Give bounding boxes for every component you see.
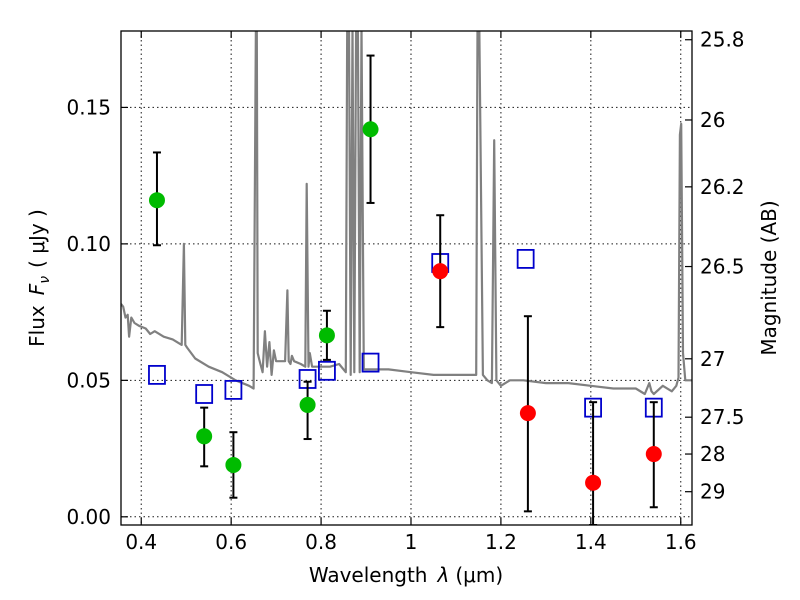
x-axis-label-units: (μm) <box>455 563 503 587</box>
y-tick-label: 0.05 <box>66 368 111 392</box>
right-tick-label: 27 <box>700 347 725 371</box>
model-photometry-point <box>195 384 214 404</box>
x-tick-label: 1.6 <box>665 530 697 554</box>
optical-detection-point <box>148 192 165 209</box>
model-photometry-point <box>516 248 535 269</box>
plot-frame <box>120 30 693 526</box>
y-axis-title: Flux Fν ( μJy ) <box>25 209 53 347</box>
optical-detection-point <box>196 428 213 445</box>
nearir-detection-point <box>519 405 536 422</box>
model-sed-line <box>121 31 692 396</box>
right-axis-title: Magnitude (AB) <box>757 200 781 355</box>
y-axis-label-symbol: F <box>25 283 49 295</box>
x-axis-title: Wavelength λ (μm) <box>309 563 503 587</box>
plot-area <box>121 31 692 525</box>
right-tick-label: 29 <box>700 480 725 504</box>
optical-detection-point <box>225 456 242 473</box>
x-tick-label: 0.4 <box>125 530 157 554</box>
grid-lines <box>121 31 692 525</box>
model-photometry-point <box>224 380 243 400</box>
x-tick-label: 1 <box>405 530 418 554</box>
right-tick-label: 26.2 <box>700 175 745 199</box>
right-tick-label: 26.5 <box>700 255 745 279</box>
x-axis-label-prefix: Wavelength <box>309 563 428 587</box>
x-tick-label: 1.2 <box>485 530 517 554</box>
right-tick-label: 27.5 <box>700 405 745 429</box>
model-photometry-point <box>318 360 336 381</box>
y-axis-label-units: ( μJy ) <box>25 209 49 268</box>
y-axis-label-prefix: Flux <box>25 305 49 347</box>
y-tick-label: 0.00 <box>66 505 111 529</box>
axes: 0.4 0.6 0.8 1 1.2 1.4 1.6 0.00 0.05 0.10 0.15 25.8 2… <box>66 28 744 554</box>
y-tick-label: 0.10 <box>66 232 111 256</box>
right-tick-label: 28 <box>700 442 725 466</box>
x-axis-label-symbol: λ <box>437 563 450 587</box>
optical-detection-point <box>318 327 335 344</box>
x-tick-label: 0.8 <box>305 530 337 554</box>
y-tick-label: 0.15 <box>66 95 111 119</box>
model-photometry-point <box>148 364 166 385</box>
nearir-detection-point <box>432 263 449 280</box>
x-tick-label: 0.6 <box>215 530 247 554</box>
right-tick-label: 26 <box>700 108 725 132</box>
nearir-detection-point <box>645 446 662 463</box>
x-tick-label: 1.4 <box>575 530 607 554</box>
nearir-detection-point <box>585 474 602 491</box>
y-axis-label-sub: ν <box>37 276 53 284</box>
optical-detection-point <box>362 121 379 138</box>
right-tick-label: 25.8 <box>700 28 745 52</box>
optical-detection-point <box>299 396 316 413</box>
model-photometry-point <box>361 352 380 373</box>
